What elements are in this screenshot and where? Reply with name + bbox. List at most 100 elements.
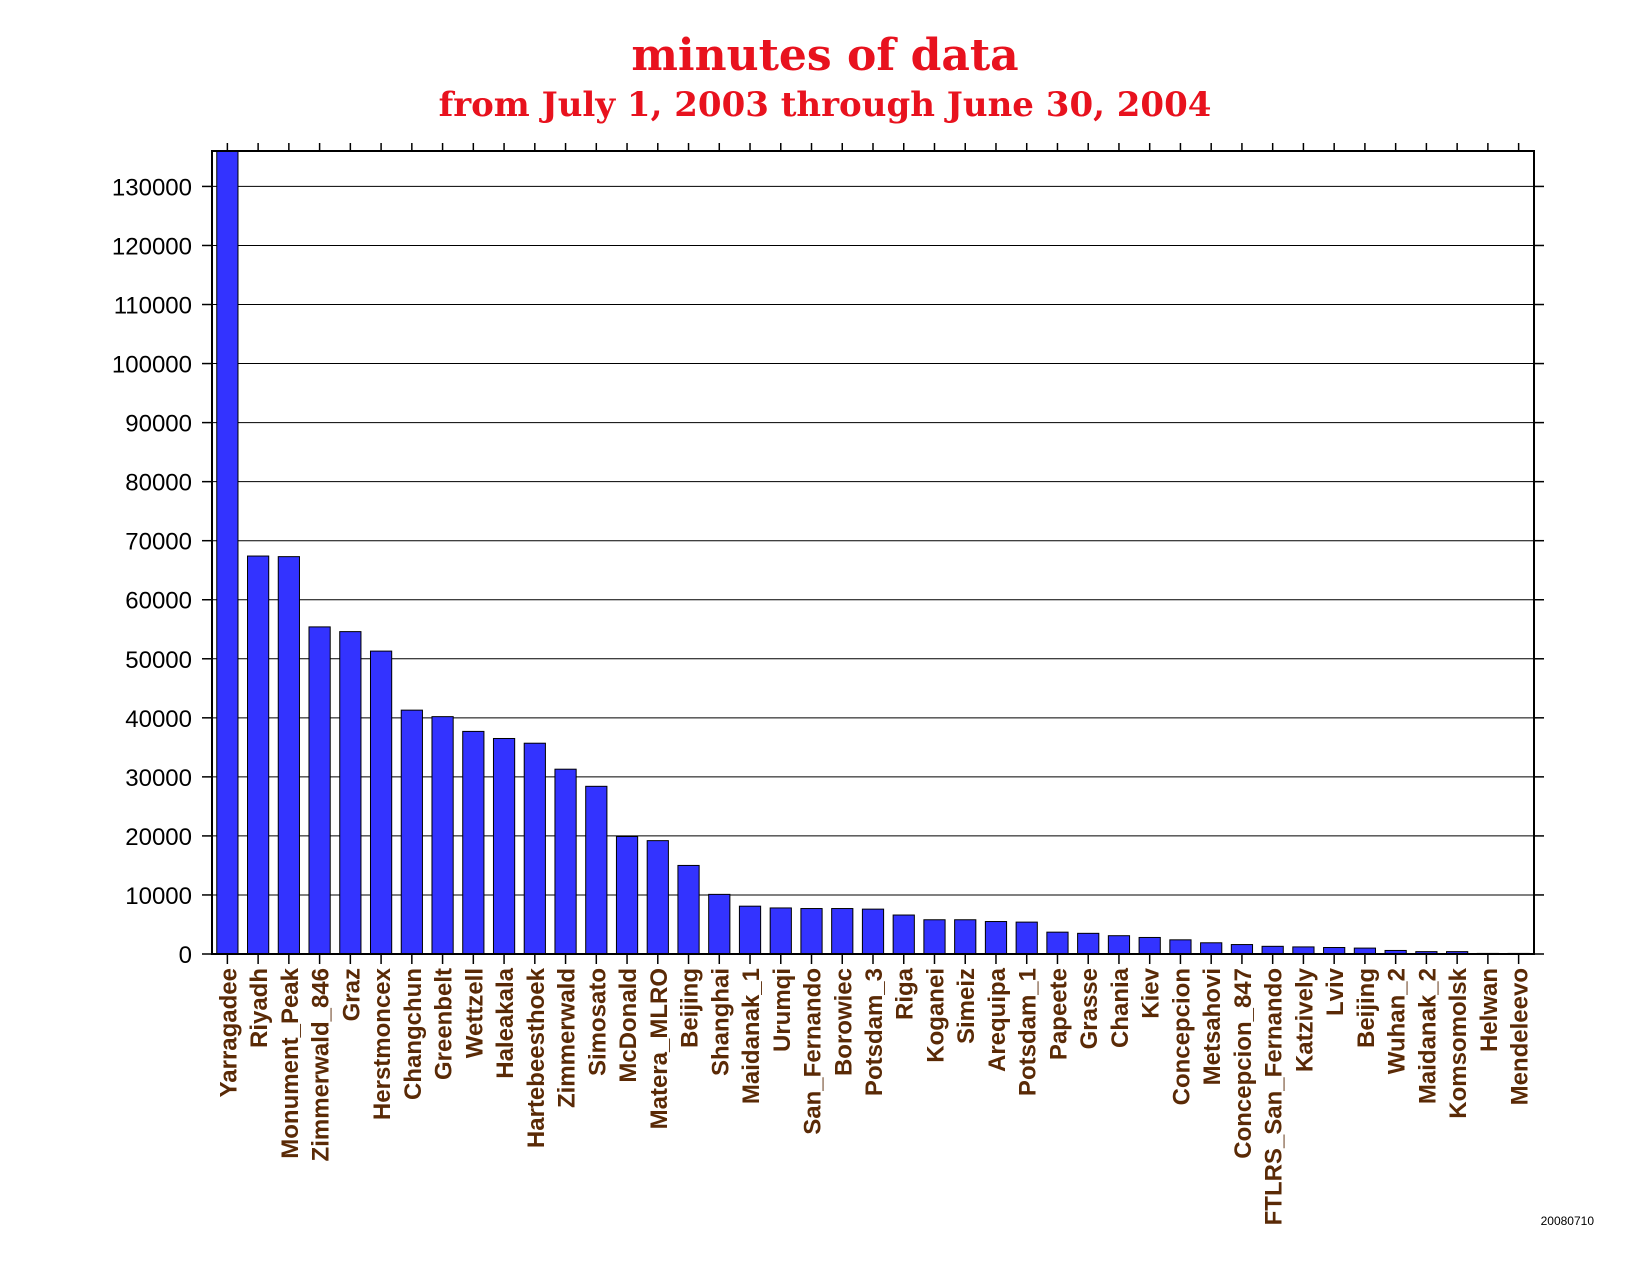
x-tick-label: Komsomolsk [1445,967,1472,1118]
x-tick-label: Kiev [1138,967,1165,1018]
x-tick-label: Metsahovi [1199,968,1226,1085]
bar [585,785,608,955]
bars [216,150,1530,955]
bar [1200,942,1223,955]
x-tick-label: Grasse [1076,968,1103,1049]
bar [923,919,946,955]
bar [861,908,885,955]
bar [800,908,823,955]
x-tick-label: Graz [338,968,365,1021]
footer-date-code: 20080710 [1540,1214,1594,1228]
x-tick-label: Katzively [1291,967,1318,1072]
x-tick-label: Zimmerwald_846 [308,968,335,1161]
y-tick-label: 60000 [125,588,192,615]
bar [769,907,792,955]
bar [708,893,731,955]
bar [984,921,1008,955]
x-tick-label: Herstmoncex [369,967,396,1120]
x-tick-label: Beijing [1353,968,1380,1048]
chart-subtitle: from July 1, 2003 through June 30, 2004 [438,85,1212,125]
bar [216,150,239,955]
x-tick-label: Beijing [677,968,704,1048]
x-tick-label: Mendeleevo [1507,968,1534,1105]
chart-title: minutes of data [631,30,1019,81]
bar [492,737,516,955]
bar [1107,935,1131,955]
x-tick-label: Simeiz [953,968,980,1044]
bar [308,626,331,955]
y-axis-tick-labels: 0 10000 20000 30000 40000 50000 60000 70000 8000… [112,174,192,969]
x-tick-label: Borowiec [830,968,857,1076]
x-tick-label: Shanghai [707,968,734,1076]
x-tick-label: Arequipa [984,967,1011,1072]
x-tick-label: Wettzell [461,968,488,1058]
bar [1169,939,1192,955]
x-tick-label: Potsdam_1 [1015,968,1042,1096]
y-tick-label: 10000 [125,883,192,910]
y-tick-label: 40000 [125,706,192,733]
y-tick-label: 0 [179,942,192,969]
x-tick-label: Haleakala [492,967,519,1078]
x-tick-label: Hartebeesthoek [523,967,550,1148]
x-tick-label: Lviv [1322,967,1349,1016]
x-tick-label: Wuhan_2 [1384,968,1411,1074]
x-tick-label: Potsdam_3 [861,968,888,1096]
tick-marks [202,143,1544,964]
x-tick-label: Riga [892,967,919,1020]
x-tick-label: Monument_Peak [277,967,304,1158]
bar [615,836,639,955]
bar [1261,945,1284,955]
bar [247,555,270,955]
bar [892,914,915,955]
x-tick-label: Changchun [400,968,427,1100]
bar [1138,936,1161,955]
y-tick-label: 20000 [125,824,192,851]
x-tick-label: Koganei [922,968,949,1063]
y-tick-label: 30000 [125,765,192,792]
x-tick-label: Simosato [584,968,611,1076]
y-tick-label: 120000 [112,233,192,260]
bar [1230,944,1254,955]
y-tick-label: 50000 [125,647,192,674]
y-tick-label: 80000 [125,470,192,497]
bar [369,650,393,955]
x-tick-label: Matera_MLRO [646,968,673,1129]
x-tick-label: San_Fernando [800,968,827,1135]
bar [1292,946,1315,955]
bar [738,905,762,955]
y-tick-label: 70000 [125,529,192,556]
bar [431,716,454,955]
x-tick-label: Chania [1107,967,1134,1048]
bar [831,908,854,955]
x-tick-label: Helwan [1476,968,1503,1052]
bar [677,864,700,955]
bar [954,919,977,955]
x-tick-label: McDonald [615,968,642,1083]
x-tick-label: FTLRS_San_Fernando [1261,968,1288,1225]
x-tick-label: Greenbelt [431,968,458,1080]
bar [277,556,300,955]
bar [646,840,669,955]
x-tick-label: Riyadh [246,968,273,1048]
bar [339,631,362,955]
y-tick-label: 110000 [114,293,192,320]
y-tick-label: 100000 [112,352,192,379]
bar [554,768,577,955]
x-tick-label: Maidanak_1 [738,968,765,1104]
bar [523,742,546,955]
y-tick-label: 90000 [125,411,192,438]
x-tick-label: Zimmerwald [554,968,581,1108]
bar [1046,931,1069,955]
x-tick-label: Concepcion [1168,968,1195,1105]
bar [1077,932,1100,955]
x-tick-label: Papeete [1045,968,1072,1060]
bar [462,730,485,955]
y-tick-label: 130000 [112,174,192,201]
x-tick-label: Concepcion_847 [1230,968,1257,1159]
x-axis-tick-labels: Yarragadee Riyadh Monument_Peak Zimmerwald_… [215,967,1533,1225]
x-tick-label: Yarragadee [215,968,242,1097]
x-tick-label: Urumqi [769,968,796,1052]
bar [1015,921,1038,955]
x-tick-label: Maidanak_2 [1414,968,1441,1104]
